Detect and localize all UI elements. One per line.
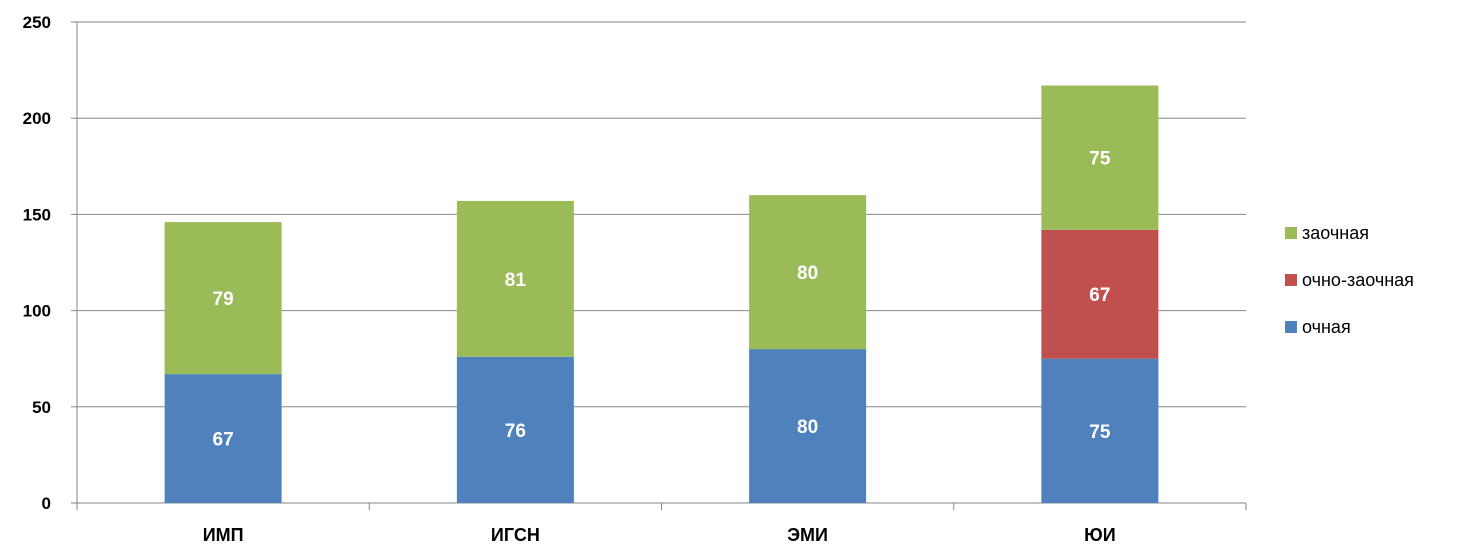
- bar-segment: [456, 356, 574, 503]
- y-tick-label: 200: [23, 109, 51, 128]
- data-label: 81: [505, 270, 527, 291]
- legend-swatch: [1285, 321, 1297, 333]
- x-tick-label: ИМП: [203, 525, 244, 545]
- legend-swatch: [1285, 274, 1297, 286]
- data-label: 80: [797, 417, 818, 438]
- bar-segment: [1041, 358, 1159, 503]
- x-tick-label: ЭМИ: [787, 525, 828, 545]
- bar-segment: [456, 200, 574, 357]
- y-tick-label: 250: [23, 13, 51, 32]
- bar-segment: [1041, 85, 1159, 230]
- bar-segment: [1041, 229, 1159, 359]
- data-label: 79: [213, 289, 234, 310]
- data-label: 75: [1089, 149, 1111, 170]
- data-label: 80: [797, 263, 818, 284]
- bar-segment: [164, 222, 282, 375]
- x-tick-label: ИГСН: [491, 525, 540, 545]
- bar-segment: [164, 374, 282, 503]
- y-tick-label: 50: [32, 398, 51, 417]
- bar-segment: [749, 195, 867, 350]
- legend-label: очная: [1302, 317, 1351, 337]
- y-tick-label: 0: [42, 494, 51, 513]
- x-tick-label: ЮИ: [1084, 525, 1116, 545]
- legend-label: заочная: [1302, 223, 1369, 243]
- data-label: 67: [213, 430, 234, 451]
- bar-segment: [749, 349, 867, 503]
- y-tick-label: 100: [23, 302, 51, 321]
- legend-swatch: [1285, 227, 1297, 239]
- data-label: 75: [1089, 422, 1111, 443]
- legend-label: очно-заочная: [1302, 270, 1414, 290]
- data-label: 76: [505, 421, 526, 442]
- data-label: 67: [1089, 285, 1110, 306]
- y-tick-label: 150: [23, 205, 51, 224]
